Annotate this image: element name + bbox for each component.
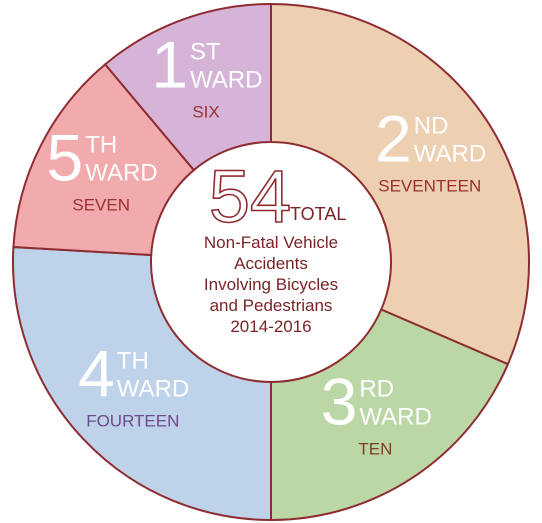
segment (103, 2, 272, 172)
description: Involving Bicycles (204, 275, 338, 294)
segment (12, 245, 272, 522)
ward-word: WARD (190, 66, 262, 93)
ward-suffix: ND (414, 113, 449, 140)
description: Accidents (234, 254, 308, 273)
segment (270, 308, 510, 522)
ward-number: 3 (321, 365, 358, 439)
value-label: SEVENTEEN (378, 177, 481, 196)
segments (12, 2, 530, 522)
segment (270, 2, 530, 366)
ward-number: 1 (151, 27, 188, 101)
segment (12, 62, 196, 257)
ward-word: WARD (85, 160, 157, 187)
ward-word: WARD (414, 141, 486, 168)
ward-suffix: ST (190, 38, 221, 65)
ward-number: 4 (78, 336, 115, 410)
value-label: SEVEN (72, 196, 130, 215)
ward-number: 2 (375, 102, 412, 176)
description: and Pedestrians (210, 296, 333, 315)
value-label: TEN (358, 440, 392, 459)
description: Non-Fatal Vehicle (204, 233, 338, 252)
total-label: TOTAL (290, 204, 346, 224)
ward-word: WARD (117, 375, 189, 402)
total: 54 (209, 155, 291, 238)
ward-suffix: TH (85, 132, 117, 159)
ward-suffix: RD (359, 376, 394, 403)
ward-number: 5 (46, 121, 83, 195)
value-label: SIX (192, 102, 219, 121)
ward-word: WARD (359, 404, 431, 431)
description: 2014-2016 (230, 317, 311, 336)
ward-suffix: TH (117, 347, 149, 374)
value-label: FOURTEEN (86, 411, 179, 430)
